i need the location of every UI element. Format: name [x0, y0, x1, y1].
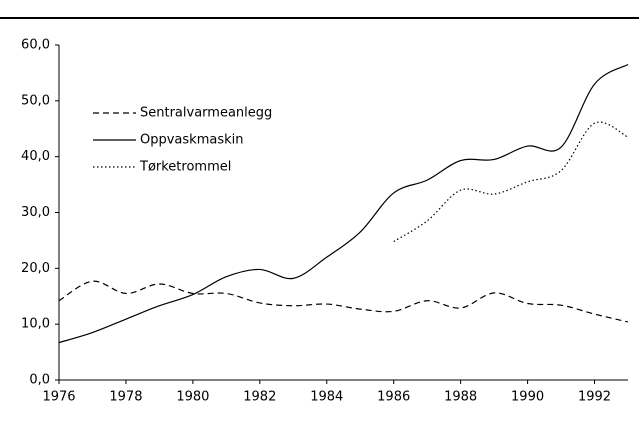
legend-label: Tørketrommel	[139, 160, 231, 175]
x-tick-label: 1990	[511, 390, 544, 405]
y-tick-label: 30,0	[21, 205, 50, 220]
y-tick-label: 20,0	[21, 261, 50, 276]
y-tick-label: 40,0	[21, 149, 50, 164]
x-tick-label: 1986	[377, 390, 410, 405]
x-tick-label: 1976	[42, 390, 75, 405]
x-tick-label: 1978	[109, 390, 142, 405]
y-tick-label: 50,0	[21, 93, 50, 108]
x-tick-label: 1992	[578, 390, 611, 405]
x-tick-label: 1980	[176, 390, 209, 405]
x-tick-label: 1988	[444, 390, 477, 405]
x-tick-label: 1984	[310, 390, 343, 405]
y-tick-label: 60,0	[21, 38, 50, 53]
y-tick-label: 10,0	[21, 317, 50, 332]
series-line	[58, 280, 629, 323]
x-tick-label: 1982	[243, 390, 276, 405]
series-line	[393, 121, 629, 243]
legend-label: Oppvaskmaskin	[140, 133, 243, 148]
y-tick-label: 0,0	[29, 373, 50, 388]
legend-label: Sentralvarmeanlegg	[140, 106, 272, 121]
series-line	[58, 64, 629, 344]
